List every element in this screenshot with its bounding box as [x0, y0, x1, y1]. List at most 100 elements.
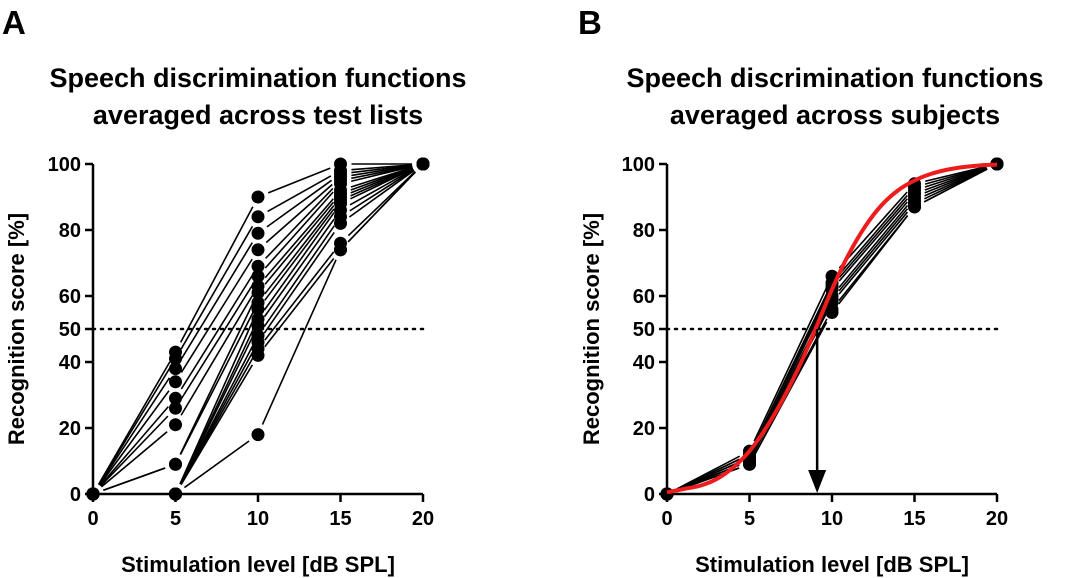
- panel-a-data-point: [251, 319, 265, 333]
- panel-b-series-segment: [838, 198, 908, 279]
- panel-a-series-segment: [264, 257, 335, 348]
- panel-b-series-segment: [838, 204, 909, 289]
- panel-a-series-segment: [266, 179, 333, 228]
- panel-a-series-segment: [180, 275, 253, 390]
- panel-a-data-point: [169, 418, 182, 432]
- panel-b-x-tick-label: 15: [903, 508, 925, 530]
- panel-b-series-segment: [838, 211, 909, 295]
- panel-b: B Speech discrimination functions averag…: [578, 4, 1044, 577]
- panel-b-y-tick-label: 20: [633, 418, 655, 440]
- panel-b-series-segment: [923, 168, 988, 203]
- panel-a-series-segment: [261, 259, 337, 425]
- panel-a-series-segment: [351, 164, 413, 171]
- panel-a-series-segment: [103, 467, 166, 492]
- panel-a-series-segment: [98, 377, 171, 486]
- panel-b-x-tick-label: 0: [661, 508, 672, 530]
- panel-a-data-point: [251, 269, 265, 283]
- panel-b-y-tick-label: 0: [644, 484, 655, 506]
- panel-a-series-segment: [263, 225, 335, 328]
- panel-a-data-point: [251, 226, 265, 240]
- panel-a-series-segment: [267, 175, 332, 213]
- panel-b-data-point: [743, 457, 756, 471]
- panel-a-series-segment: [180, 295, 254, 416]
- panel-b-x-tick-label: 20: [986, 508, 1008, 530]
- panel-a-x-axis-label: Stimulation level [dB SPL]: [121, 552, 395, 577]
- panel-b-y-tick-label: 60: [633, 286, 655, 308]
- panel-b-data-point: [825, 306, 839, 319]
- panel-a: A Speech discrimination functions averag…: [2, 4, 467, 577]
- panel-a-data-point: [86, 487, 100, 501]
- panel-a-y-tick-label: 40: [59, 352, 81, 374]
- panel-a-series-segment: [179, 206, 254, 343]
- panel-a-series-segment: [351, 164, 413, 177]
- panel-a-series-segment: [349, 169, 415, 212]
- panel-b-plot-area: 0 20 40 50 60 80 100 0 5 10 15 20: [622, 154, 1009, 530]
- panel-a-series-segment: [180, 364, 254, 485]
- panel-a-data-point: [251, 243, 265, 257]
- panel-a-data-point: [251, 286, 265, 300]
- panel-b-x-tick-label: 5: [744, 508, 755, 530]
- panel-a-series-segment: [263, 231, 335, 334]
- panel-b-series-segment: [838, 191, 908, 269]
- panel-a-y-tick-label: 80: [59, 220, 81, 242]
- panel-a-series-segment: [264, 208, 335, 301]
- panel-a-y-tick-label: 100: [48, 154, 81, 176]
- panel-a-title-line-1: Speech discrimination functions: [49, 63, 466, 93]
- panel-a-data-point: [251, 428, 265, 442]
- panel-a-x-tick-label: 10: [247, 508, 269, 530]
- panel-a-plot-area: 0 20 40 50 60 80 100 0 5 10 15 20: [48, 154, 435, 530]
- panel-b-series-segment: [838, 208, 909, 292]
- panel-a-series-segment: [351, 165, 413, 180]
- panel-a-series-segment: [180, 242, 253, 360]
- panel-b-title-line-1: Speech discrimination functions: [626, 63, 1043, 93]
- panel-a-series-segment: [263, 212, 335, 311]
- panel-letter-a: A: [2, 4, 26, 41]
- panel-b-y-tick-label: 100: [622, 154, 655, 176]
- panel-a-data-point: [169, 457, 182, 471]
- panel-a-data-point: [416, 157, 430, 171]
- panel-a-series-segment: [349, 168, 414, 206]
- panel-a-y-tick-label: 20: [59, 418, 81, 440]
- panel-a-series-segment: [347, 171, 416, 243]
- panel-a-series-segment: [99, 406, 169, 487]
- panel-b-series-segment: [838, 194, 908, 275]
- panel-b-x-axis-label: Stimulation level [dB SPL]: [695, 552, 969, 577]
- panel-a-series-segment: [179, 302, 254, 455]
- panel-letter-b: B: [578, 4, 602, 41]
- panel-b-series-segment: [838, 215, 909, 305]
- panel-a-data-point: [169, 352, 182, 366]
- panel-b-data-point: [908, 200, 921, 214]
- panel-a-y-tick-label: 0: [70, 484, 81, 506]
- panel-a-series-segment: [350, 168, 414, 200]
- panel-a-series-segment: [179, 335, 254, 485]
- panel-a-title-line-2: averaged across test lists: [93, 100, 423, 130]
- panel-b-y-axis-label: Recognition score [%]: [579, 213, 604, 445]
- panel-a-series-segment: [98, 390, 170, 486]
- panel-a-series-segment: [348, 169, 415, 218]
- panel-a-series-segment: [265, 183, 333, 244]
- panel-a-y-axis-label: Recognition score [%]: [4, 213, 29, 445]
- panel-a-series-segment: [183, 440, 250, 489]
- panel-b-data-point: [990, 157, 1004, 171]
- panel-b-threshold-arrow-head: [808, 470, 827, 493]
- panel-a-series-segment: [263, 218, 335, 318]
- panel-a-data-point: [169, 362, 182, 376]
- panel-b-series-segment: [925, 165, 987, 183]
- panel-a-series-segment: [100, 431, 168, 488]
- panel-b-y-tick-label: 50: [633, 319, 655, 341]
- panel-a-data-point: [169, 375, 182, 389]
- panel-a-data-point: [169, 401, 182, 415]
- panel-a-data-point: [251, 210, 265, 224]
- panel-a-data-point: [169, 391, 182, 405]
- panel-a-data-point: [251, 190, 265, 204]
- panel-a-x-tick-label: 5: [170, 508, 181, 530]
- panel-b-y-tick-label: 80: [633, 220, 655, 242]
- panel-a-x-tick-label: 20: [412, 508, 434, 530]
- panel-a-series-segment: [179, 312, 254, 455]
- panel-a-series-segment: [100, 415, 169, 487]
- panel-a-series-segment: [180, 258, 253, 373]
- panel-b-x-tick-label: 10: [821, 508, 843, 530]
- panel-a-data-point: [251, 348, 265, 362]
- panel-a-x-tick-label: 15: [329, 508, 351, 530]
- panel-a-series-segment: [351, 164, 413, 174]
